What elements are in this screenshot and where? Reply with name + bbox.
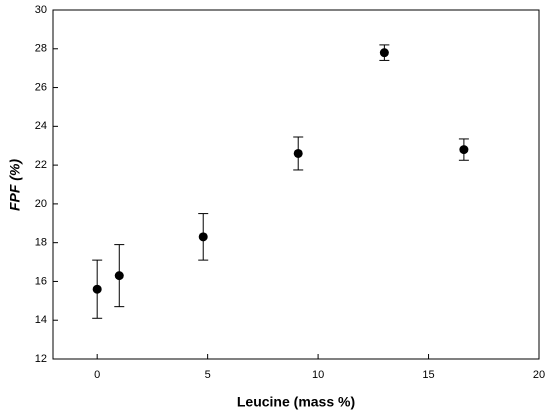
point [92, 284, 102, 294]
y-tick-label: 28 [35, 43, 47, 55]
x-tick-label: 20 [533, 369, 545, 381]
x-tick-label: 5 [205, 369, 211, 381]
point [293, 148, 303, 158]
y-tick-label: 30 [35, 4, 47, 16]
point [114, 271, 124, 281]
point [198, 232, 208, 242]
y-tick-label: 16 [35, 275, 47, 287]
plot-frame [52, 9, 540, 360]
x-tick-label: 15 [422, 369, 434, 381]
y-tick-label: 20 [35, 198, 47, 210]
x-tick-label: 0 [94, 369, 100, 381]
y-tick-label: 24 [35, 120, 47, 132]
y-tick-label: 14 [35, 314, 47, 326]
y-axis-label: FPF (%) [7, 159, 23, 211]
x-tick-label: 10 [312, 369, 324, 381]
y-tick-label: 26 [35, 81, 47, 93]
point [459, 145, 469, 155]
y-tick-label: 18 [35, 237, 47, 249]
x-axis-label: Leucine (mass %) [237, 394, 355, 410]
y-tick-label: 22 [35, 159, 47, 171]
y-tick-label: 12 [35, 353, 47, 365]
point [379, 48, 389, 58]
